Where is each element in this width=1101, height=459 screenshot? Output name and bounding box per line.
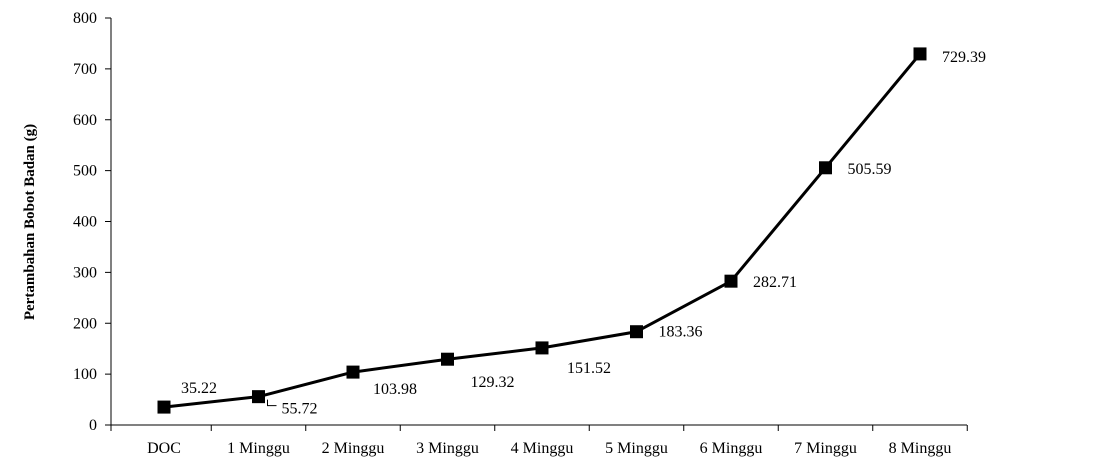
data-point-marker [157, 400, 171, 414]
data-label: 129.32 [471, 374, 515, 391]
x-tick-label: 4 Minggu [511, 440, 574, 457]
data-point-marker [819, 161, 832, 175]
y-tick-label: 0 [89, 417, 97, 434]
x-axis: DOC 1 Minggu 2 Minggu 3 Minggu 4 Minggu 5 Min… [110, 424, 968, 457]
data-label: 505.59 [848, 161, 892, 178]
data-point-marker [252, 390, 265, 404]
data-label: 729.39 [942, 49, 986, 66]
data-point-marker [724, 274, 738, 288]
data-label: 55.72 [282, 401, 318, 418]
data-label: 183.36 [659, 324, 703, 341]
y-tick-label: 400 [73, 214, 97, 231]
y-tick-label: 800 [73, 10, 97, 27]
data-point-marker [441, 352, 454, 366]
data-point-marker [535, 341, 549, 355]
y-tick-label: 500 [73, 163, 97, 180]
y-tick-label: 700 [73, 61, 97, 78]
data-label: 35.22 [181, 380, 217, 397]
x-tick-label: 6 Minggu [700, 440, 763, 457]
x-tick-label: 7 Minggu [794, 440, 857, 457]
x-tick-label: 8 Minggu [889, 440, 952, 457]
data-label: 282.71 [753, 274, 797, 291]
y-tick-label: 300 [73, 264, 97, 281]
data-point-marker [346, 365, 360, 379]
data-label-leader-line [267, 399, 277, 407]
x-tick-label: 2 Minggu [322, 440, 385, 457]
series-line-group [157, 47, 927, 414]
y-axis-title: Pertambahan Bobot Badan (g) [22, 124, 38, 320]
x-tick-label: 5 Minggu [605, 440, 668, 457]
y-axis: 0 100 200 300 400 500 600 700 800 [73, 10, 112, 434]
y-tick-label: 100 [73, 366, 97, 383]
data-label: 151.52 [567, 360, 611, 377]
data-labels-group: 35.22 55.72 103.98 129.32 151.52 183.36 282.71… [181, 49, 986, 418]
data-label: 103.98 [373, 381, 417, 398]
x-tick-label: 1 Minggu [227, 440, 290, 457]
data-point-marker [630, 325, 643, 339]
x-tick-label: 3 Minggu [416, 440, 479, 457]
data-point-marker [913, 47, 927, 61]
y-tick-label: 600 [73, 112, 97, 129]
y-tick-label: 200 [73, 315, 97, 332]
x-tick-label: DOC [147, 440, 181, 457]
